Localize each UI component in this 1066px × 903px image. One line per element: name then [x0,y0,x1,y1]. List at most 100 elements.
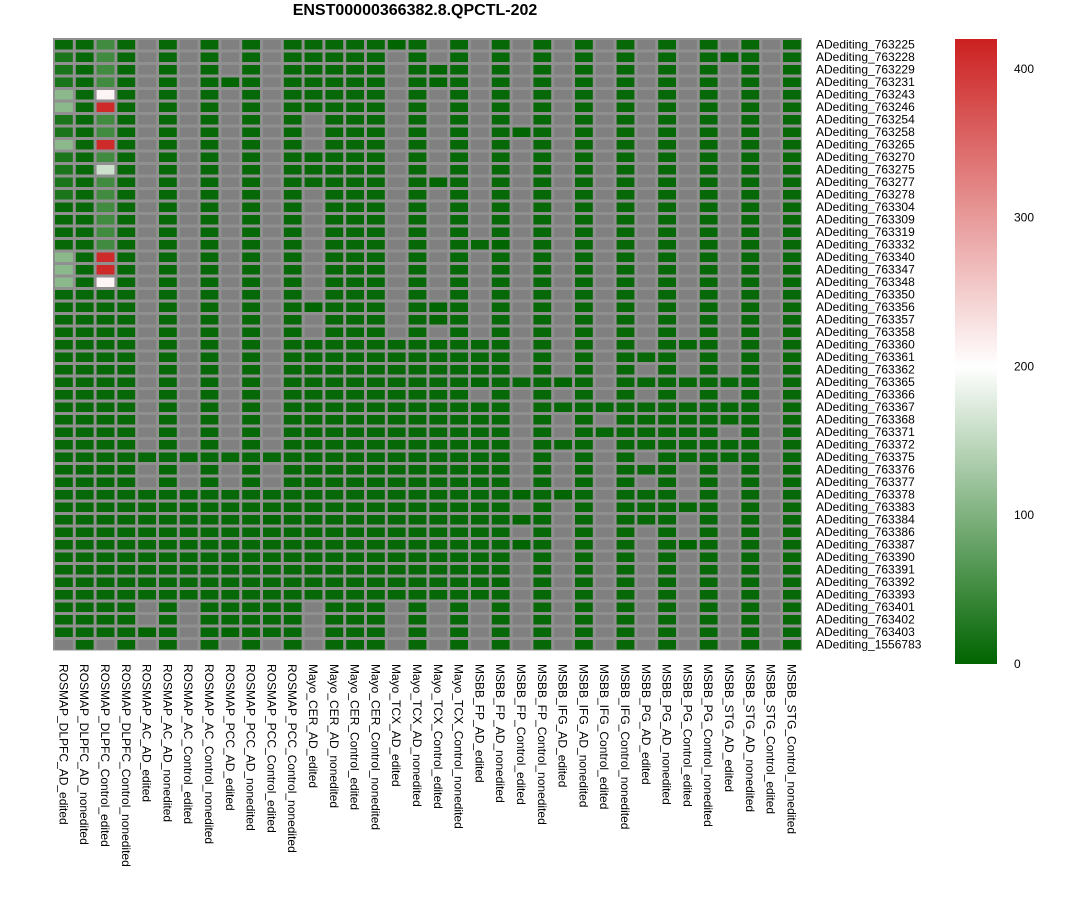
row-label: ADediting_763403 [816,625,915,639]
heatmap-cell [741,65,760,75]
heatmap-cell [595,152,614,162]
heatmap-cell [55,490,73,500]
heatmap-cell [138,52,156,62]
heatmap-cell [117,402,136,412]
heatmap-cell [367,427,385,437]
heatmap-cell [533,440,552,450]
heatmap-cell [55,365,73,375]
heatmap-cell [512,552,531,562]
heatmap-cell [429,527,448,537]
heatmap-cell [450,40,468,50]
heatmap-cell [658,227,676,237]
heatmap-cell [55,390,73,400]
heatmap-cell [387,40,406,50]
heatmap-cell [512,615,531,625]
row-label: ADediting_763367 [816,400,915,414]
heatmap-cell [200,315,219,325]
heatmap-cell [699,590,718,600]
heatmap-cell [304,52,323,62]
heatmap-cell [117,102,136,112]
heatmap-cell [450,627,468,637]
heatmap-cell [75,190,94,200]
heatmap-cell [512,65,531,75]
row-label: ADediting_763246 [816,100,915,114]
heatmap-cell [491,190,510,200]
heatmap-cell [491,165,510,175]
heatmap-cell [554,127,572,137]
heatmap-cell [200,540,219,550]
column-label: ROSMAP_AC_AD_nonedited [160,664,174,822]
heatmap-cell [117,90,136,100]
heatmap-cell [138,527,156,537]
heatmap-cell [783,302,801,312]
heatmap-cell [346,552,364,562]
heatmap-cell [720,515,739,525]
heatmap-cell [367,465,385,475]
heatmap-cell [75,590,94,600]
heatmap-cell [117,490,136,500]
heatmap-cell [367,602,385,612]
heatmap-cell [179,465,198,475]
heatmap-cell [408,352,427,362]
heatmap-cell [200,640,219,650]
heatmap-cell [491,390,510,400]
heatmap-cell [325,427,344,437]
heatmap-cell [783,440,801,450]
row-label: ADediting_763375 [816,450,915,464]
heatmap-cell [325,515,344,525]
heatmap-cell [75,440,94,450]
heatmap-cell [346,452,364,462]
heatmap-cell [75,502,94,512]
heatmap-cell [720,552,739,562]
heatmap-cell [221,365,240,375]
heatmap-cell [367,352,385,362]
heatmap-cell [55,202,73,212]
heatmap-cell [200,615,219,625]
heatmap-cell [408,465,427,475]
heatmap-cell [75,540,94,550]
heatmap-cell [762,140,780,150]
heatmap-cell [242,477,260,487]
heatmap-cell [699,315,718,325]
heatmap-cell [325,452,344,462]
heatmap-cell [616,377,635,387]
heatmap-cell [263,502,281,512]
heatmap-cell [367,302,385,312]
heatmap-cell [200,190,219,200]
legend-tick-label: 100 [1014,508,1034,522]
heatmap-cell [554,415,572,425]
heatmap-cell [387,615,406,625]
heatmap-cell [616,77,635,87]
heatmap-cell [346,390,364,400]
heatmap-cell [554,390,572,400]
heatmap-cell [242,615,260,625]
heatmap-cell [346,65,364,75]
heatmap-cell [75,215,94,225]
heatmap-cell [616,315,635,325]
heatmap-cell [117,252,136,262]
heatmap-cell [616,465,635,475]
heatmap-cell [658,502,676,512]
heatmap-cell [720,252,739,262]
heatmap-cell [783,90,801,100]
heatmap-cell [325,465,344,475]
heatmap-cell [720,427,739,437]
heatmap-cell [575,602,593,612]
heatmap-cell [263,315,281,325]
column-label: MSBB_FP_AD_nonedited [493,664,507,803]
heatmap-cell [533,315,552,325]
heatmap-cell [512,252,531,262]
heatmap-cell [138,565,156,575]
row-label: ADediting_763360 [816,337,915,351]
heatmap-cell [783,115,801,125]
heatmap-cell [325,540,344,550]
heatmap-cell [55,152,73,162]
heatmap-cell [117,290,136,300]
heatmap-cell [741,252,760,262]
heatmap-cell [762,402,780,412]
heatmap-cell [554,240,572,250]
heatmap-cell [242,240,260,250]
heatmap-cell [408,327,427,337]
heatmap-cell [783,452,801,462]
heatmap-cell [75,465,94,475]
